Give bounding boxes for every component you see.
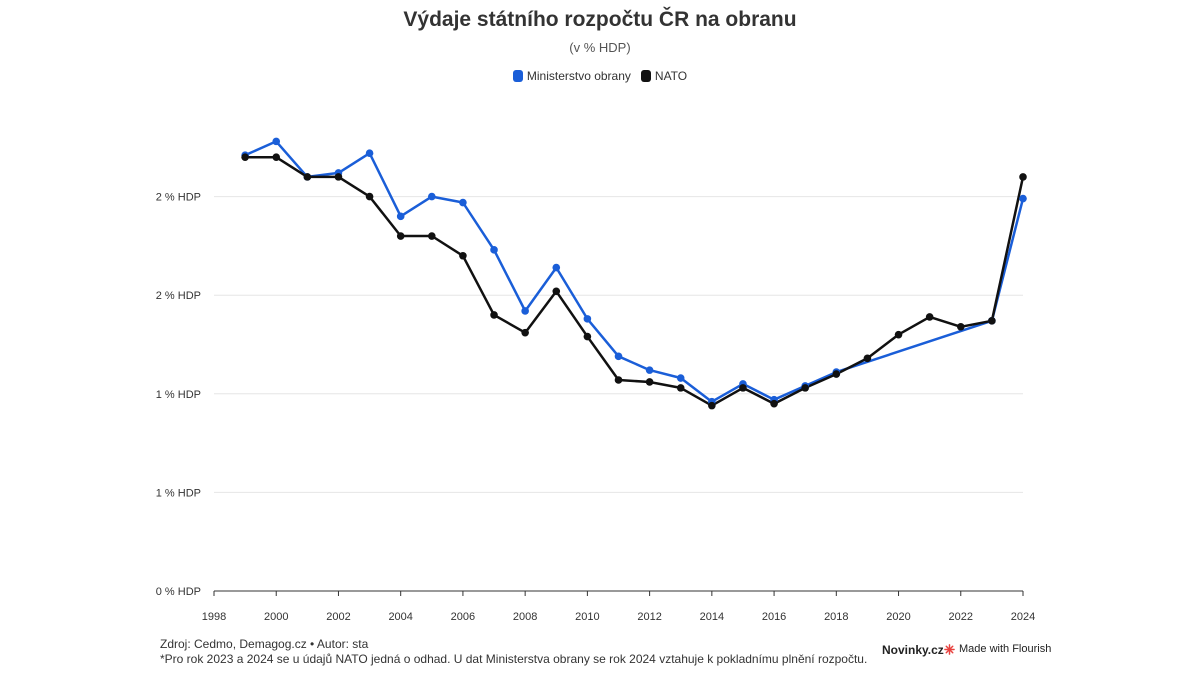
data-point-nato [396,232,405,240]
data-point-nato [303,173,312,181]
chart-legend: Ministerstvo obrany NATO [0,69,1200,83]
data-point-ministerstvo [552,263,561,272]
data-point-ministerstvo [459,198,467,207]
x-tick-label: 2002 [326,611,350,623]
data-point-ministerstvo [614,352,623,361]
series-line-ministerstvo [244,140,1025,403]
data-point-nato [676,384,685,392]
data-point-nato [459,251,467,260]
data-point-nato [645,378,654,386]
data-point-nato [583,332,592,341]
data-point-ministerstvo [1019,194,1027,203]
data-point-nato [708,401,716,410]
data-point-nato [863,354,872,363]
novinky-brand[interactable]: Novinky.cz [882,643,944,657]
source-note: Zdroj: Cedmo, Demagog.cz • Autor: sta [160,637,369,651]
series-lines [244,140,1025,407]
legend-label-nato: NATO [654,69,688,83]
data-point-nato [801,384,809,392]
legend-item-nato[interactable]: NATO [640,69,688,83]
data-point-nato [832,370,841,378]
flourish-brand[interactable]: Made with Flourish [944,643,1051,655]
x-tick-label: 2014 [700,611,724,623]
data-point-nato [552,287,561,296]
data-point-ministerstvo [490,246,498,254]
data-point-ministerstvo [365,149,374,158]
legend-label-ministerstvo: Ministerstvo obrany [526,69,631,83]
novinky-label: Novinky.cz [882,643,944,657]
data-point-nato [365,192,374,201]
data-point-ministerstvo [428,192,436,201]
data-point-ministerstvo [272,137,281,146]
x-tick-label: 2020 [886,611,910,623]
x-tick-label: 2000 [264,611,288,623]
x-tick-label: 2010 [575,611,599,623]
data-point-ministerstvo [396,212,405,221]
series-points [241,137,1027,410]
chart-subtitle: (v % HDP) [569,40,631,55]
y-tick-label: 2 % HDP [156,290,201,302]
data-point-nato [925,313,934,321]
x-tick-label: 2006 [451,611,475,623]
data-point-ministerstvo [676,374,685,382]
x-tick-label: 2024 [1011,611,1035,623]
data-point-nato [490,311,498,319]
data-point-nato [956,322,965,331]
y-tick-label: 0 % HDP [156,586,201,598]
chart-title: Výdaje státního rozpočtu ČR na obranu [403,8,797,31]
x-tick-label: 2008 [513,611,537,623]
x-tick-label: 2004 [388,611,412,623]
grid-lines [214,196,1023,493]
data-point-nato [770,399,778,408]
flourish-logo-icon [944,643,955,655]
data-point-nato [272,153,281,161]
y-tick-label: 2 % HDP [156,192,201,204]
x-axis: 1998 2000 2002 2004 2006 2008 2010 2012 2014 2016… [202,590,1035,623]
data-point-nato [1019,173,1027,181]
x-tick-label: 1998 [202,611,226,623]
data-point-nato [739,384,747,392]
data-point-nato [428,232,436,240]
data-point-nato [334,173,343,181]
data-point-nato [894,330,903,339]
data-point-ministerstvo [645,366,654,374]
legend-swatch-nato [640,70,651,82]
data-point-nato [241,153,249,161]
data-point-ministerstvo [583,315,592,323]
series-line-nato [245,155,1025,407]
legend-item-ministerstvo[interactable]: Ministerstvo obrany [512,69,631,83]
flourish-label: Made with Flourish [959,643,1052,655]
legend-swatch-ministerstvo [512,70,523,82]
x-tick-label: 2018 [824,611,848,623]
data-point-nato [614,376,623,384]
chart-footer: Zdroj: Cedmo, Demagog.cz • Autor: sta *P… [160,637,867,667]
x-tick-label: 2012 [637,611,661,623]
data-point-nato [988,317,996,325]
flourish-ray [948,645,954,650]
data-point-nato [521,328,529,337]
footnote: *Pro rok 2023 a 2024 se u údajů NATO jed… [160,652,868,666]
y-axis-tick-labels: 0 % HDP 1 % HDP 1 % HDP 2 % HDP 2 % HDP [156,192,201,598]
data-point-ministerstvo [521,307,529,315]
y-tick-label: 1 % HDP [156,389,201,401]
y-tick-label: 1 % HDP [156,487,201,499]
x-tick-label: 2022 [949,611,973,623]
x-tick-label: 2016 [762,611,786,623]
